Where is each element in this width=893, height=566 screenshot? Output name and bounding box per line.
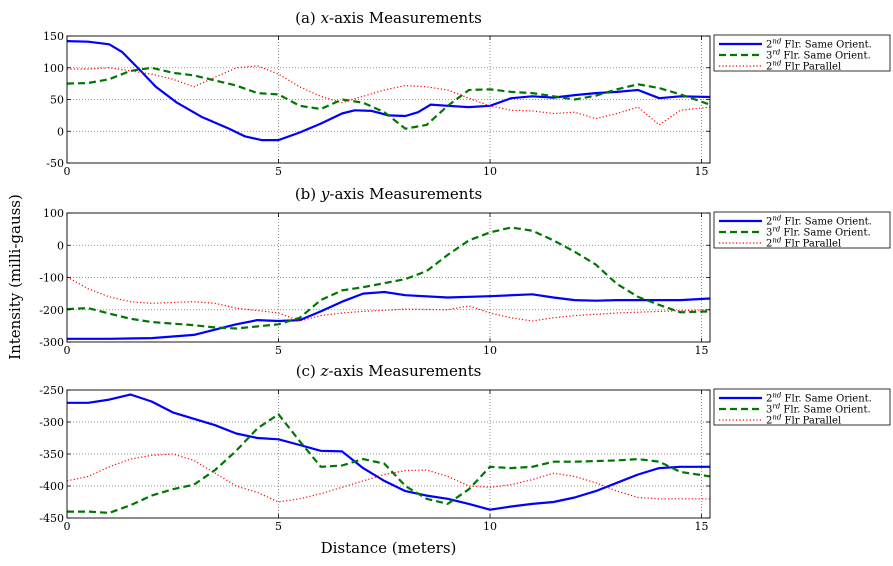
legend-text: Flr Parallel xyxy=(781,416,841,427)
legend-text: Flr. Same Orient. xyxy=(781,394,871,405)
title-suffix: -axis Measurements xyxy=(329,185,482,203)
x-tick-label: 0 xyxy=(64,165,71,178)
y-tick-label: 100 xyxy=(43,62,64,75)
legend: 2nd Flr. Same Orient.3rd Flr. Same Orien… xyxy=(713,211,891,250)
series-line-3 xyxy=(67,453,710,503)
legend-box xyxy=(713,388,891,426)
y-tick-label: 100 xyxy=(43,207,64,220)
title-prefix: (c) xyxy=(296,362,321,380)
legend-box xyxy=(713,34,891,72)
x-tick-label: 5 xyxy=(275,165,282,178)
y-tick-label: 150 xyxy=(43,30,64,43)
y-tick-label: -300 xyxy=(39,336,64,349)
x-tick-label: 10 xyxy=(483,520,497,533)
series-line-1 xyxy=(67,393,710,511)
x-tick-label: 15 xyxy=(695,344,709,357)
legend-label-2: 3rd Flr. Same Orient. xyxy=(766,49,871,62)
panel-title: (b) y-axis Measurements xyxy=(295,185,482,203)
y-tick-label: -50 xyxy=(46,157,64,170)
legend-floor-number: 2 xyxy=(766,40,772,51)
legend-box xyxy=(713,211,891,249)
panel-3: 0 5 10 15 -450 -400 -350 -300 -250 (c) z-axis Mea… xyxy=(39,362,891,533)
x-tick-label: 0 xyxy=(64,344,71,357)
legend-label-1: 2nd Flr. Same Orient. xyxy=(766,392,872,405)
legend-floor-number: 2 xyxy=(766,239,772,250)
y-tick-label: -450 xyxy=(39,512,64,525)
legend-label-3: 2nd Flr Parallel xyxy=(766,237,841,250)
legend-text: Flr. Same Orient. xyxy=(781,40,871,51)
series-line-3 xyxy=(67,65,710,126)
legend-label-2: 3rd Flr. Same Orient. xyxy=(766,226,871,239)
legend-superscript: nd xyxy=(772,237,782,245)
y-tick-label: -200 xyxy=(39,304,64,317)
legend-label-3: 2nd Flr Parallel xyxy=(766,414,841,427)
panel-title: (a) x-axis Measurements xyxy=(295,9,482,27)
legend-superscript: nd xyxy=(772,414,782,422)
title-variable: x xyxy=(321,9,330,27)
legend-superscript: nd xyxy=(772,392,782,400)
legend-text: Flr Parallel xyxy=(781,62,841,73)
legend-superscript: rd xyxy=(772,403,780,411)
series-group xyxy=(67,226,710,340)
series-line-2 xyxy=(67,66,710,130)
x-tick-label: 5 xyxy=(275,344,282,357)
x-axis-label: Distance (meters) xyxy=(321,539,457,557)
legend-superscript: rd xyxy=(772,49,780,57)
legend: 2nd Flr. Same Orient.3rd Flr. Same Orien… xyxy=(713,388,891,427)
y-tick-label: -100 xyxy=(39,272,64,285)
panel-title: (c) z-axis Measurements xyxy=(296,362,482,380)
legend-floor-number: 3 xyxy=(766,405,772,416)
title-variable: z xyxy=(320,362,329,380)
legend-label-1: 2nd Flr. Same Orient. xyxy=(766,38,872,51)
legend-text: Flr. Same Orient. xyxy=(780,405,870,416)
legend-label-2: 3rd Flr. Same Orient. xyxy=(766,403,871,416)
y-tick-label: 0 xyxy=(57,239,64,252)
title-variable: y xyxy=(320,185,330,203)
legend-superscript: nd xyxy=(772,38,782,46)
x-tick-label: 15 xyxy=(695,165,709,178)
legend-text: Flr. Same Orient. xyxy=(780,228,870,239)
legend-label-3: 2nd Flr Parallel xyxy=(766,60,841,73)
x-tick-label: 5 xyxy=(275,520,282,533)
x-tick-label: 15 xyxy=(695,520,709,533)
panel-2: 0 5 10 15 -300 -200 -100 0 100 (b) y-axis Measure… xyxy=(39,185,891,357)
legend-floor-number: 2 xyxy=(766,416,772,427)
legend-label-1: 2nd Flr. Same Orient. xyxy=(766,215,872,228)
legend-text: Flr. Same Orient. xyxy=(781,217,871,228)
title-prefix: (a) xyxy=(295,9,320,27)
series-group xyxy=(67,40,710,142)
x-tick-label: 10 xyxy=(483,344,497,357)
y-tick-label: 50 xyxy=(50,94,64,107)
y-tick-label: 0 xyxy=(57,125,64,138)
y-tick-label: -250 xyxy=(39,384,64,397)
title-prefix: (b) xyxy=(295,185,321,203)
legend-floor-number: 2 xyxy=(766,394,772,405)
legend-floor-number: 3 xyxy=(766,51,772,62)
legend-text: Flr Parallel xyxy=(781,239,841,250)
series-group xyxy=(67,393,710,514)
legend-text: Flr. Same Orient. xyxy=(780,51,870,62)
legend-floor-number: 2 xyxy=(766,62,772,73)
y-tick-label: -350 xyxy=(39,448,64,461)
legend-floor-number: 2 xyxy=(766,217,772,228)
legend-floor-number: 3 xyxy=(766,228,772,239)
series-line-2 xyxy=(67,413,710,514)
series-line-2 xyxy=(67,226,710,330)
y-axis-label: Intensity (milli-gauss) xyxy=(6,194,24,360)
legend-superscript: nd xyxy=(772,215,782,223)
x-tick-label: 0 xyxy=(64,520,71,533)
y-tick-label: -300 xyxy=(39,416,64,429)
x-tick-label: 10 xyxy=(483,165,497,178)
legend-superscript: nd xyxy=(772,60,782,68)
legend: 2nd Flr. Same Orient.3rd Flr. Same Orien… xyxy=(713,34,891,73)
title-suffix: -axis Measurements xyxy=(329,9,482,27)
y-tick-label: -400 xyxy=(39,480,64,493)
series-line-1 xyxy=(67,40,710,142)
title-suffix: -axis Measurements xyxy=(328,362,481,380)
legend-superscript: rd xyxy=(772,226,780,234)
